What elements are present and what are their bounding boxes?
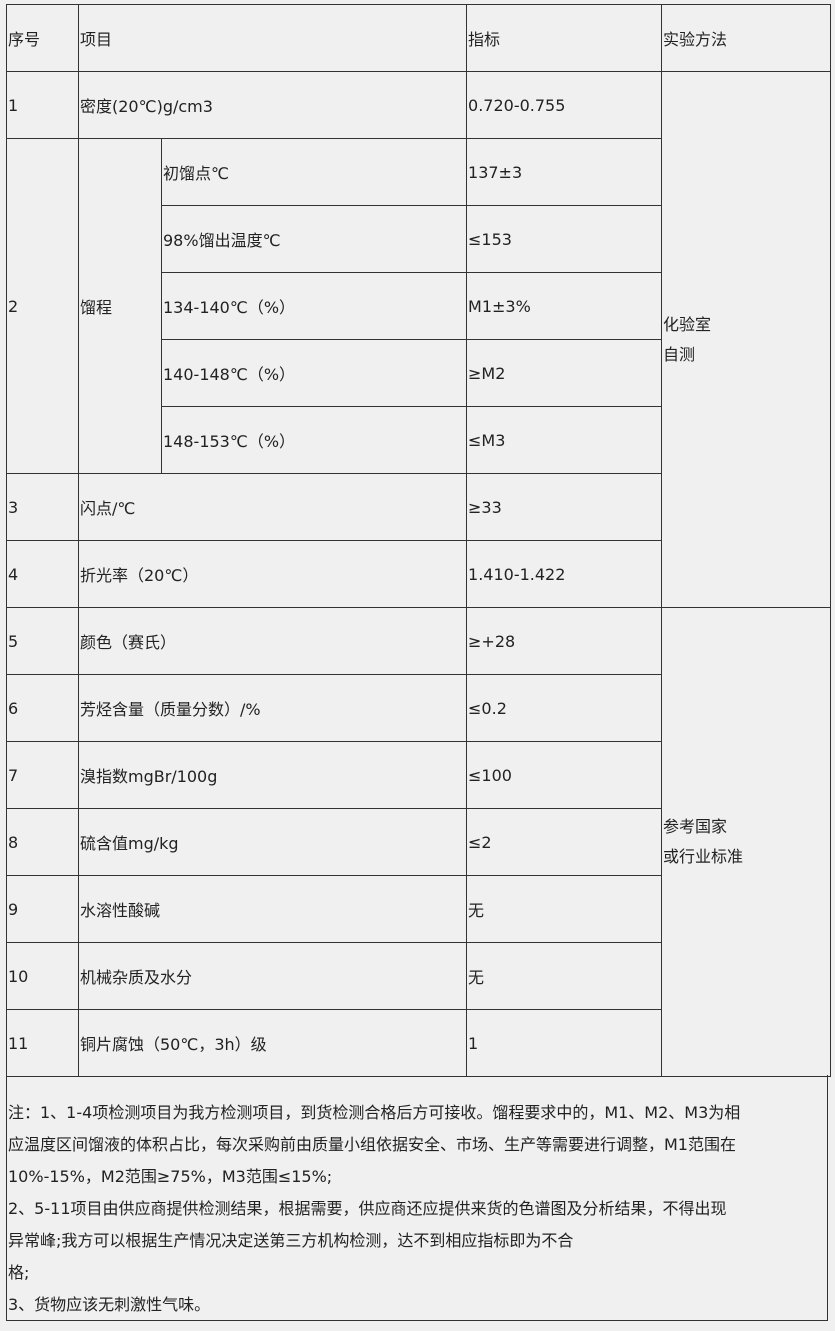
row-no: 10 bbox=[6, 942, 79, 1010]
header-spec: 指标 bbox=[466, 4, 663, 72]
row-spec: ≤2 bbox=[466, 808, 663, 876]
sub-item: 140-148℃（%） bbox=[160, 339, 468, 407]
row-item: 溴指数mgBr/100g bbox=[77, 741, 468, 809]
note-line: 异常峰;我方可以根据生产情况决定送第三方机构检测，达不到相应指标即为不合 bbox=[8, 1231, 574, 1250]
row-no: 4 bbox=[6, 540, 79, 608]
row-item: 硫含值mg/kg bbox=[77, 808, 468, 876]
spec-table: 序号 项目 指标 实验方法 1 密度(20℃)g/cm3 0.720-0.755… bbox=[6, 4, 832, 1077]
row-item: 芳烃含量（质量分数）/% bbox=[77, 674, 468, 742]
table-row: 9 水溶性酸碱无 bbox=[6, 875, 831, 943]
method-standard: 参考国家 或行业标准 bbox=[661, 607, 832, 1077]
note-line: 注：1、1-4项检测项目为我方检测项目，到货检测合格后方可接收。馏程要求中的，M… bbox=[8, 1103, 741, 1122]
table-row: 5 颜色（赛氏） ≥+28 参考国家 或行业标准 bbox=[6, 607, 832, 1077]
row-no: 7 bbox=[6, 741, 79, 809]
row-spec: ≤100 bbox=[466, 741, 663, 809]
row-no: 8 bbox=[6, 808, 79, 876]
row-no: 2 bbox=[6, 138, 79, 474]
row-spec: 1 bbox=[466, 1009, 663, 1077]
row-spec: ≥33 bbox=[466, 473, 663, 541]
row-no: 9 bbox=[6, 875, 79, 943]
row-spec: ≤M3 bbox=[466, 406, 663, 474]
notes-box: 注：1、1-4项检测项目为我方检测项目，到货检测合格后方可接收。馏程要求中的，M… bbox=[6, 1075, 828, 1321]
row-item: 密度(20℃)g/cm3 bbox=[77, 71, 468, 139]
note-line: 格; bbox=[8, 1263, 30, 1282]
row-spec: 0.720-0.755 bbox=[466, 71, 663, 139]
row-spec: ≥M2 bbox=[466, 339, 663, 407]
row-spec: 137±3 bbox=[466, 138, 663, 206]
table-row: 3 闪点/℃ ≥33 bbox=[6, 473, 831, 541]
header-no: 序号 bbox=[6, 4, 79, 72]
row-spec: ≥+28 bbox=[466, 607, 663, 675]
row-spec: 无 bbox=[466, 875, 663, 943]
note-line: 应温度区间馏液的体积占比，每次采购前由质量小组依据安全、市场、生产等需要进行调整… bbox=[8, 1135, 736, 1154]
sub-item: 148-153℃（%） bbox=[160, 406, 468, 474]
table-row: 4 折光率（20℃） 1.410-1.422 bbox=[6, 540, 831, 608]
row-no: 6 bbox=[6, 674, 79, 742]
row-no: 11 bbox=[6, 1009, 79, 1077]
row-item: 水溶性酸碱 bbox=[77, 875, 468, 943]
sub-item: 98%馏出温度℃ bbox=[160, 205, 468, 273]
header-row: 序号 项目 指标 实验方法 bbox=[6, 4, 832, 72]
row-spec: M1±3% bbox=[466, 272, 663, 340]
row-item: 闪点/℃ bbox=[77, 473, 468, 541]
table-row: 140-148℃（%） ≥M2 bbox=[7, 339, 831, 407]
row-spec: 无 bbox=[466, 942, 663, 1010]
header-item: 项目 bbox=[77, 4, 468, 72]
table-row: 148-153℃（%） ≤M3 bbox=[7, 406, 831, 474]
row-item: 机械杂质及水分 bbox=[77, 942, 468, 1010]
table-row: 8 硫含值mg/kg ≤2 bbox=[6, 808, 831, 876]
row-no: 3 bbox=[6, 473, 79, 541]
row-item: 颜色（赛氏） bbox=[77, 607, 468, 675]
row-no: 5 bbox=[6, 607, 79, 675]
row-spec: ≤153 bbox=[466, 205, 663, 273]
header-method: 实验方法 bbox=[661, 4, 832, 72]
row-spec: 1.410-1.422 bbox=[466, 540, 663, 608]
sub-item: 134-140℃（%） bbox=[160, 272, 468, 340]
row-no: 1 bbox=[6, 71, 79, 139]
method-lab: 化验室 自测 bbox=[661, 71, 832, 608]
table-row: 134-140℃（%） M1±3% bbox=[7, 272, 831, 340]
table-row: 1 密度(20℃)g/cm3 0.720-0.755 化验室 自测 bbox=[6, 71, 832, 608]
sub-item: 初馏点℃ bbox=[160, 138, 468, 206]
note-line: 3、货物应该无刺激性气味。 bbox=[8, 1295, 211, 1314]
note-line: 10%-15%，M2范围≥75%，M3范围≤15%; bbox=[8, 1167, 333, 1186]
table-row: 6 芳烃含量（质量分数）/% ≤0.2 bbox=[6, 674, 831, 742]
row-spec: ≤0.2 bbox=[466, 674, 663, 742]
table-row: 11 铜片腐蚀（50℃，3h）级 1 bbox=[6, 1009, 831, 1077]
note-line: 2、5-11项目由供应商提供检测结果，根据需要，供应商还应提供来货的色谱图及分析… bbox=[8, 1199, 727, 1218]
row-item: 铜片腐蚀（50℃，3h）级 bbox=[77, 1009, 468, 1077]
table-row: 7 溴指数mgBr/100g ≤100 bbox=[6, 741, 831, 809]
row-item: 馏程 bbox=[78, 138, 162, 474]
table-row: 98%馏出温度℃ ≤153 bbox=[7, 205, 831, 273]
row-item: 折光率（20℃） bbox=[77, 540, 468, 608]
